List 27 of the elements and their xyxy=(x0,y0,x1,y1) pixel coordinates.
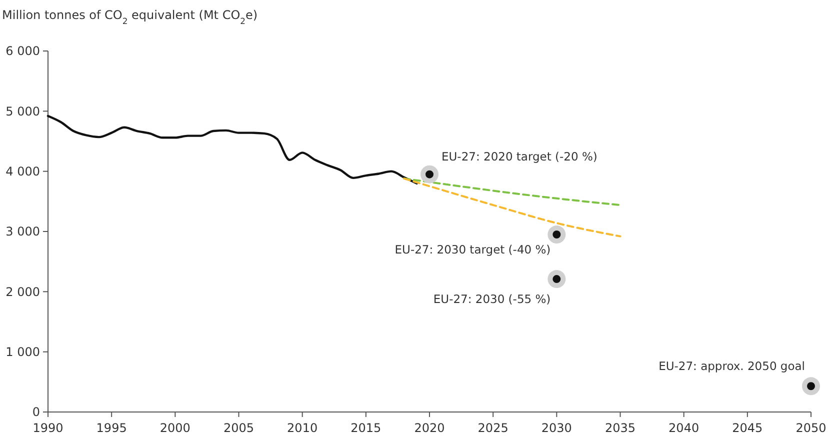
y-tick-label: 4 000 xyxy=(6,164,40,179)
x-tick-label: 2045 xyxy=(732,421,763,435)
y-tick-label: 5 000 xyxy=(6,104,40,118)
x-tick-label: 2030 xyxy=(541,421,572,435)
x-tick-label: 1995 xyxy=(96,421,127,435)
x-tick-label: 2040 xyxy=(668,421,700,435)
x-tick-label: 2020 xyxy=(414,421,445,435)
y-axis-title: Million tonnes of CO$_{2}$ equivalent (Mt CO$_{2}$e) xyxy=(2,8,258,26)
x-tick-label: 2010 xyxy=(287,421,318,435)
x-tick-label: 2000 xyxy=(160,421,190,435)
x-tick-label: 2005 xyxy=(223,421,254,435)
annotation: EU-27: 2020 target (-20 %) xyxy=(442,149,598,164)
y-tick-label: 0 xyxy=(32,405,40,420)
x-tick-label: 2025 xyxy=(478,421,508,435)
y-tick-label: 6 000 xyxy=(6,44,40,58)
x-tick-label: 2050 xyxy=(796,421,826,435)
annotation: EU-27: 2030 target (-40 %) xyxy=(394,242,551,257)
line-series xyxy=(46,114,418,184)
annotation: EU-27: 2030 (-55 %) xyxy=(433,292,551,306)
annotation: EU-27: approx. 2050 goal xyxy=(658,359,805,374)
y-tick-label: 1 000 xyxy=(6,345,40,360)
x-tick-label: 1990 xyxy=(32,421,64,435)
x-tick-label: 2035 xyxy=(604,421,636,435)
y-tick-label: 3 000 xyxy=(6,224,40,239)
x-tick-label: 2015 xyxy=(350,421,382,435)
line-series xyxy=(403,178,622,238)
y-tick-label: 2 000 xyxy=(6,284,40,299)
